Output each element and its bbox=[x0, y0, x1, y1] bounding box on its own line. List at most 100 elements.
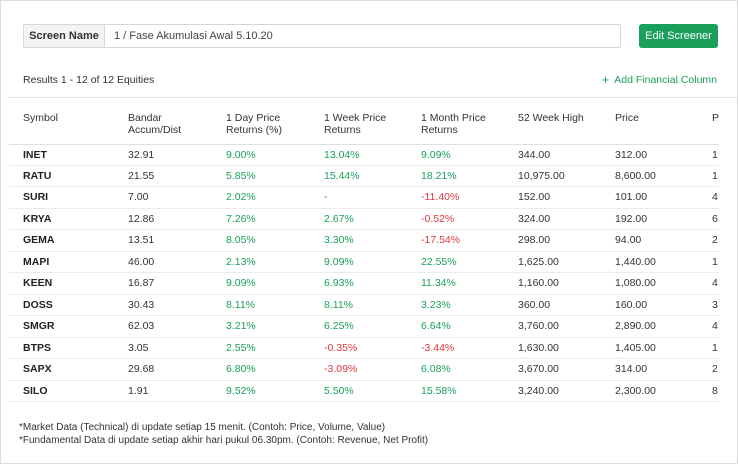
table-row[interactable]: DOSS 30.43 8.11% 8.11% 3.23% 360.00 160.00 3 bbox=[9, 295, 719, 316]
symbol-link[interactable]: SMGR bbox=[23, 320, 55, 333]
symbol-link[interactable]: MAPI bbox=[23, 255, 50, 268]
screen-name-label: Screen Name bbox=[24, 25, 105, 47]
table-cell: 5.50% bbox=[324, 384, 354, 397]
table-cell: 30.43 bbox=[128, 298, 155, 311]
table-cell: 192.00 bbox=[615, 212, 648, 225]
table-cell: -0.35% bbox=[324, 341, 358, 354]
divider bbox=[9, 97, 737, 98]
table-cell: 3,670.00 bbox=[518, 363, 559, 376]
column-header[interactable]: 52 Week High bbox=[518, 112, 584, 124]
table-row[interactable]: SMGR 62.03 3.21% 6.25% 6.64% 3,760.00 2,890.00… bbox=[9, 316, 719, 338]
footnote-fundamental-data: *Fundamental Data di update setiap akhir… bbox=[19, 435, 429, 446]
add-financial-column-button[interactable]: + Add Financial Column bbox=[602, 73, 717, 86]
table-cell: 22.55% bbox=[421, 255, 457, 268]
table-cell: 2.55% bbox=[226, 341, 256, 354]
column-header[interactable]: 1 Day Price Returns (%) bbox=[226, 112, 283, 136]
table-cell: 13.51 bbox=[128, 234, 155, 247]
table-cell: 15.44% bbox=[324, 169, 360, 182]
footnotes: *Market Data (Technical) di update setia… bbox=[19, 421, 428, 447]
column-header[interactable]: 1 Month Price Returns bbox=[421, 112, 486, 136]
symbol-link[interactable]: SILO bbox=[23, 384, 48, 397]
table-cell: 1,625.00 bbox=[518, 255, 559, 268]
table-cell: 3.30% bbox=[324, 234, 354, 247]
table-cell: 314.00 bbox=[615, 363, 648, 376]
table-cell: 7.26% bbox=[226, 212, 256, 225]
table-cell: 10,975.00 bbox=[518, 169, 565, 182]
table-cell: 6.93% bbox=[324, 277, 354, 290]
table-cell: 9.09% bbox=[421, 148, 451, 161]
table-cell: 21.55 bbox=[128, 169, 155, 182]
table-row[interactable]: SAPX 29.68 6.80% -3.09% 6.08% 3,670.00 314.00 2 bbox=[9, 359, 719, 381]
table-row[interactable]: INET 32.91 9.00% 13.04% 9.09% 344.00 312.00 1 bbox=[9, 144, 719, 166]
table-cell: 11.34% bbox=[421, 277, 456, 290]
symbol-link[interactable]: INET bbox=[23, 148, 47, 161]
table-cell: 6 bbox=[712, 212, 718, 225]
screen-name-input[interactable] bbox=[105, 25, 620, 47]
table-row[interactable]: GEMA 13.51 8.05% 3.30% -17.54% 298.00 94.00 2 bbox=[9, 230, 719, 252]
table-cell: 1 bbox=[712, 341, 718, 354]
table-cell: 4 bbox=[712, 191, 718, 204]
symbol-link[interactable]: DOSS bbox=[23, 298, 53, 311]
table-cell: 298.00 bbox=[518, 234, 551, 247]
table-cell: 62.03 bbox=[128, 320, 155, 333]
symbol-link[interactable]: SAPX bbox=[23, 363, 52, 376]
table-row[interactable]: KRYA 12.86 7.26% 2.67% -0.52% 324.00 192.00 6 bbox=[9, 209, 719, 230]
table-cell: 9.09% bbox=[324, 255, 354, 268]
column-header[interactable]: Price bbox=[615, 112, 639, 124]
table-cell: 4 bbox=[712, 277, 718, 290]
table-row[interactable]: KEEN 16.87 9.09% 6.93% 11.34% 1,160.00 1,080.0… bbox=[9, 273, 719, 295]
table-cell: 344.00 bbox=[518, 148, 551, 161]
table-cell: -17.54% bbox=[421, 234, 461, 247]
table-cell: 160.00 bbox=[615, 298, 648, 311]
table-cell: 7.00 bbox=[128, 191, 149, 204]
table-cell: 1,080.00 bbox=[615, 277, 656, 290]
table-row[interactable]: SILO 1.91 9.52% 5.50% 15.58% 3,240.00 2,300.00… bbox=[9, 381, 719, 402]
table-cell: 6.25% bbox=[324, 320, 354, 333]
table-cell: 1 bbox=[712, 148, 718, 161]
column-header[interactable]: Bandar Accum/Dist bbox=[128, 112, 182, 136]
table-cell: 1,160.00 bbox=[518, 277, 559, 290]
table-cell: 1 bbox=[712, 169, 718, 182]
column-header[interactable]: Symbol bbox=[23, 112, 59, 124]
table-cell: 6.80% bbox=[226, 363, 256, 376]
table-cell: 12.86 bbox=[128, 212, 155, 225]
footnote-market-data: *Market Data (Technical) di update setia… bbox=[19, 422, 386, 433]
table-cell: 1 bbox=[712, 255, 718, 268]
table-cell: 8.11% bbox=[226, 298, 255, 311]
table-cell: 46.00 bbox=[128, 255, 155, 268]
table-cell: 3,240.00 bbox=[518, 384, 559, 397]
symbol-link[interactable]: KRYA bbox=[23, 212, 52, 225]
table-cell: -3.09% bbox=[324, 363, 358, 376]
table-cell: 8,600.00 bbox=[615, 169, 656, 182]
table-row[interactable]: SURI 7.00 2.02% - -11.40% 152.00 101.00 4 bbox=[9, 187, 719, 209]
table-cell: 4 bbox=[712, 320, 718, 333]
table-cell: 6.08% bbox=[421, 363, 451, 376]
symbol-link[interactable]: GEMA bbox=[23, 234, 55, 247]
table-cell: 16.87 bbox=[128, 277, 155, 290]
table-cell: 5.85% bbox=[226, 169, 256, 182]
table-cell: 2.02% bbox=[226, 191, 256, 204]
results-count: Results 1 - 12 of 12 Equities bbox=[23, 74, 155, 86]
table-row[interactable]: BTPS 3.05 2.55% -0.35% -3.44% 1,630.00 1,405.0… bbox=[9, 338, 719, 359]
table-cell: 3 bbox=[712, 298, 718, 311]
table-cell: 13.04% bbox=[324, 148, 360, 161]
table-cell: -11.40% bbox=[421, 191, 460, 204]
screen-name-bar: Screen Name bbox=[23, 24, 621, 48]
add-financial-column-label: Add Financial Column bbox=[614, 74, 717, 86]
table-cell: 3,760.00 bbox=[518, 320, 559, 333]
symbol-link[interactable]: RATU bbox=[23, 169, 52, 182]
symbol-link[interactable]: BTPS bbox=[23, 341, 52, 354]
edit-screener-button[interactable]: Edit Screener bbox=[639, 24, 718, 48]
column-header[interactable]: P bbox=[712, 112, 719, 124]
table-row[interactable]: MAPI 46.00 2.13% 9.09% 22.55% 1,625.00 1,440.0… bbox=[9, 252, 719, 273]
table-cell: 18.21% bbox=[421, 169, 457, 182]
table-cell: 94.00 bbox=[615, 234, 642, 247]
table-row[interactable]: RATU 21.55 5.85% 15.44% 18.21% 10,975.00 8,600… bbox=[9, 166, 719, 187]
table-cell: 1,440.00 bbox=[615, 255, 656, 268]
column-header[interactable]: 1 Week Price Returns bbox=[324, 112, 387, 136]
table-cell: 312.00 bbox=[615, 148, 648, 161]
symbol-link[interactable]: KEEN bbox=[23, 277, 53, 290]
results-table: Symbol Bandar Accum/Dist 1 Day Price Retur… bbox=[1, 1, 719, 465]
symbol-link[interactable]: SURI bbox=[23, 191, 49, 204]
